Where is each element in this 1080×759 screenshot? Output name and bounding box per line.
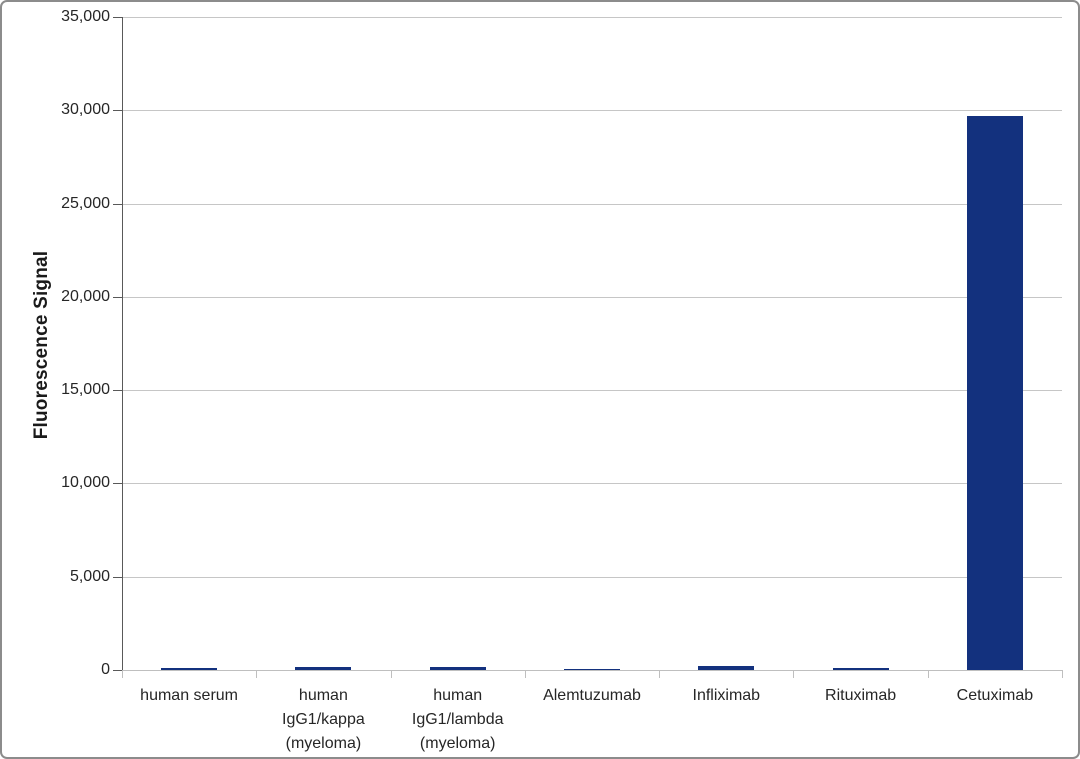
x-category-label: human IgG1/lambda (myeloma) [388, 684, 528, 756]
x-tick-mark [659, 670, 661, 678]
gridline [122, 203, 1062, 205]
y-tick-label: 20,000 [61, 287, 110, 305]
bar [161, 668, 218, 670]
gridline [122, 483, 1062, 485]
x-category-label-line: Infliximab [692, 687, 761, 704]
x-tick-mark [122, 670, 123, 678]
x-category-label-line: human serum [140, 687, 238, 704]
x-category-label-line: Cetuximab [956, 687, 1034, 704]
bar [832, 667, 889, 670]
y-tick-mark [113, 203, 122, 205]
x-category-label: human IgG1/kappa (myeloma) [253, 684, 393, 756]
x-category-label-line: human [298, 687, 348, 704]
x-tick-mark [390, 670, 392, 678]
x-category-label-line: IgG1/kappa [282, 711, 365, 728]
x-tick-mark [256, 670, 258, 678]
y-tick-label: 0 [101, 661, 110, 678]
bar [295, 666, 352, 670]
x-category-label: Infliximab [656, 684, 796, 708]
x-category-label: Alemtuzumab [522, 684, 662, 708]
x-category-label-line: IgG1/lambda [411, 711, 504, 728]
y-tick-mark [113, 390, 122, 392]
y-tick-mark [113, 670, 122, 671]
x-tick-mark [927, 670, 929, 678]
y-tick-label: 15,000 [61, 381, 110, 399]
x-category-label-line: Rituximab [825, 687, 897, 704]
y-axis-title: Fluorescence Signal [31, 250, 52, 440]
gridline [122, 390, 1062, 392]
y-tick-mark [113, 17, 122, 18]
bar [429, 667, 486, 670]
y-tick-mark [113, 483, 122, 485]
x-tick-mark [1062, 670, 1063, 678]
x-tick-mark [793, 670, 795, 678]
x-category-label: Rituximab [791, 684, 931, 708]
x-category-label-line: human [433, 687, 483, 704]
y-tick-label: 30,000 [61, 101, 110, 119]
x-category-label-line: (myeloma) [285, 735, 362, 752]
bar [698, 666, 755, 670]
gridline [122, 17, 1062, 18]
x-tick-mark [524, 670, 526, 678]
bar [966, 115, 1023, 670]
bar [564, 668, 620, 670]
y-axis-line [122, 17, 123, 671]
y-tick-mark [113, 110, 122, 112]
gridline [122, 296, 1062, 298]
gridline [122, 110, 1062, 112]
y-tick-mark [113, 576, 122, 578]
x-category-label-line: Alemtuzumab [543, 687, 641, 704]
x-axis-line [122, 670, 1063, 671]
x-category-label: Cetuximab [925, 684, 1065, 708]
x-category-label-line: (myeloma) [419, 735, 496, 752]
y-tick-label: 5,000 [69, 567, 110, 585]
y-tick-label: 10,000 [61, 474, 110, 492]
x-category-label: human serum [119, 684, 259, 708]
y-tick-label: 25,000 [61, 194, 110, 212]
y-tick-mark [113, 296, 122, 298]
gridline [122, 576, 1062, 578]
y-tick-label: 35,000 [61, 8, 110, 25]
